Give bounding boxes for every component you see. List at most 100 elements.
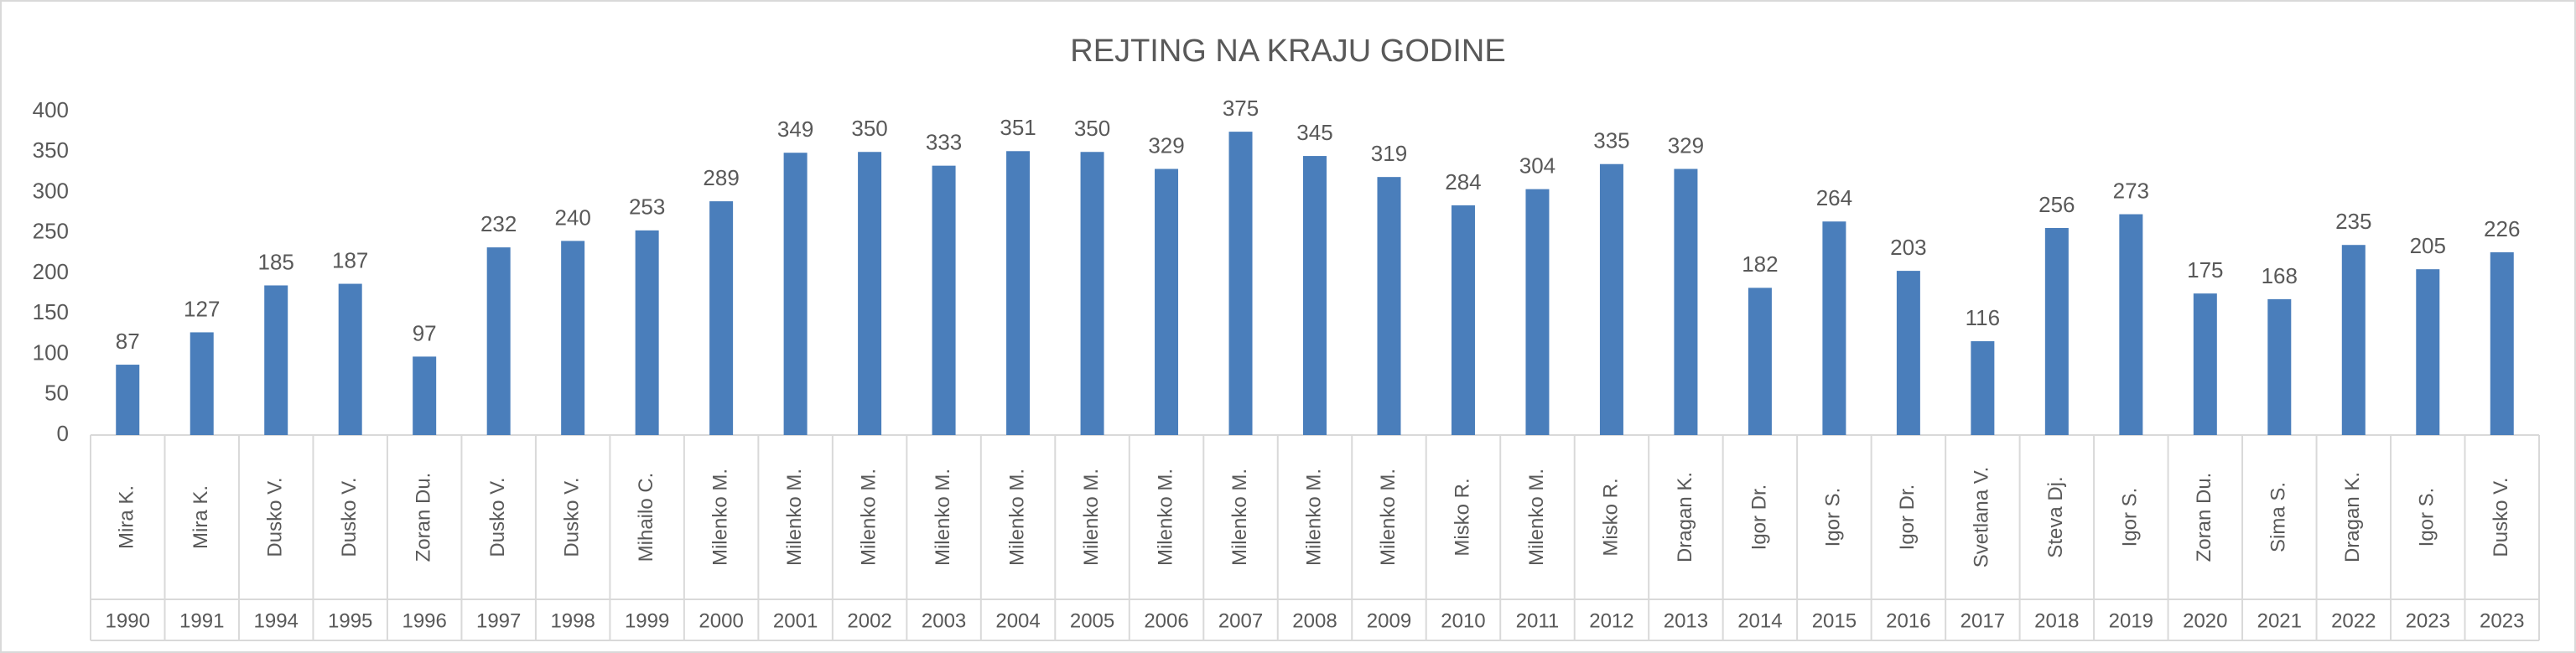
x-tick-label: Milenko M.: [709, 469, 731, 566]
data-label: 226: [2484, 216, 2520, 241]
year-label: 2017: [1961, 609, 2005, 632]
bar: [1674, 168, 1698, 435]
bar: [1155, 168, 1179, 435]
x-tick-label: Misko R.: [1451, 478, 1473, 556]
year-label: 1996: [402, 609, 446, 632]
data-label: 168: [2262, 263, 2298, 288]
year-label: 2014: [1737, 609, 1782, 632]
bar: [2119, 214, 2143, 435]
y-tick-label: 0: [57, 421, 69, 446]
x-tick-label: Svetlana V.: [1971, 467, 1993, 568]
bar: [2193, 293, 2217, 435]
data-label: 264: [1816, 185, 1852, 210]
x-tick-label: Igor S.: [1822, 488, 1845, 547]
chart-title: REJTING NA KRAJU GODINE: [1070, 34, 1505, 69]
year-label: 2004: [995, 609, 1040, 632]
bar: [116, 365, 140, 435]
x-tick-label: Dusko V.: [264, 477, 287, 557]
year-label: 2008: [1292, 609, 1337, 632]
x-tick-label: Steva Dj.: [2044, 476, 2067, 557]
bar: [1303, 156, 1327, 435]
data-label: 240: [554, 205, 590, 230]
year-label: 2019: [2109, 609, 2153, 632]
data-label: 350: [851, 116, 887, 141]
bar: [1228, 132, 1253, 435]
data-label: 187: [332, 247, 368, 272]
x-tick-label: Dragan K.: [1674, 472, 1696, 562]
bar: [783, 153, 808, 435]
x-tick-label: Milenko M.: [857, 469, 880, 566]
x-tick-label: Mira K.: [116, 485, 138, 549]
year-label: 2001: [773, 609, 818, 632]
data-label: 284: [1445, 169, 1481, 194]
x-tick-label: Sima S.: [2267, 482, 2290, 552]
year-label: 1998: [550, 609, 595, 632]
x-tick-label: Milenko M.: [1154, 469, 1176, 566]
data-label: 335: [1593, 128, 1629, 153]
year-label: 2021: [2257, 609, 2302, 632]
data-label: 375: [1223, 96, 1259, 121]
data-label: 97: [413, 320, 437, 345]
bar: [1599, 163, 1623, 435]
data-label: 232: [480, 211, 517, 236]
year-label: 2005: [1070, 609, 1114, 632]
x-tick-label: Milenko M.: [1228, 469, 1251, 566]
data-label: 319: [1371, 141, 1407, 166]
x-tick-label: Milenko M.: [1005, 469, 1028, 566]
bar: [2267, 298, 2292, 435]
year-label: 2011: [1516, 609, 1560, 632]
bar: [635, 230, 659, 435]
bar: [858, 152, 882, 435]
bar: [1525, 189, 1550, 435]
data-label: 256: [2038, 192, 2075, 217]
x-tick-label: Igor S.: [2416, 488, 2438, 547]
year-label: 1999: [625, 609, 669, 632]
bar: [1377, 177, 1401, 436]
bar: [1080, 152, 1104, 435]
data-label: 345: [1296, 120, 1332, 145]
x-tick-label: Milenko M.: [1377, 469, 1400, 566]
data-label: 185: [258, 249, 294, 274]
data-label: 350: [1074, 116, 1110, 141]
x-tick-label: Milenko M.: [783, 469, 806, 566]
year-label: 2023: [2406, 609, 2450, 632]
x-tick-label: Misko R.: [1599, 478, 1622, 556]
x-tick-label: Igor S.: [2119, 488, 2142, 547]
x-tick-label: Mihailo C.: [635, 473, 657, 562]
year-label: 2023: [2480, 609, 2524, 632]
year-label: 1990: [106, 609, 150, 632]
data-label: 127: [184, 296, 220, 321]
bar: [561, 241, 585, 435]
x-tick-label: Milenko M.: [932, 469, 954, 566]
bar: [2044, 227, 2069, 435]
y-tick-label: 300: [33, 178, 69, 203]
bar: [1822, 221, 1846, 435]
bar: [2341, 245, 2366, 435]
y-tick-label: 200: [33, 259, 69, 284]
year-label: 2013: [1664, 609, 1708, 632]
data-label: 304: [1519, 153, 1555, 179]
x-tick-label: Milenko M.: [1302, 469, 1325, 566]
x-tick-label: Milenko M.: [1080, 469, 1103, 566]
bar: [1451, 205, 1475, 435]
year-label: 2022: [2331, 609, 2376, 632]
x-tick-label: Dragan K.: [2341, 472, 2364, 562]
x-tick-label: Igor Dr.: [1896, 485, 1919, 551]
bar: [413, 356, 437, 435]
x-tick-label: Zoran Du.: [2193, 473, 2215, 562]
year-label: 1997: [476, 609, 521, 632]
bar: [338, 283, 362, 435]
year-label: 1995: [328, 609, 372, 632]
data-label: 175: [2187, 257, 2223, 282]
data-label: 349: [777, 117, 813, 142]
data-label: 253: [629, 194, 665, 220]
data-label: 329: [1668, 132, 1704, 158]
x-tick-label: Milenko M.: [1525, 469, 1548, 566]
x-tick-label: Dusko V.: [338, 477, 361, 557]
bar: [932, 165, 956, 435]
bar: [190, 332, 214, 435]
year-label: 2012: [1589, 609, 1633, 632]
data-label: 205: [2410, 233, 2446, 258]
